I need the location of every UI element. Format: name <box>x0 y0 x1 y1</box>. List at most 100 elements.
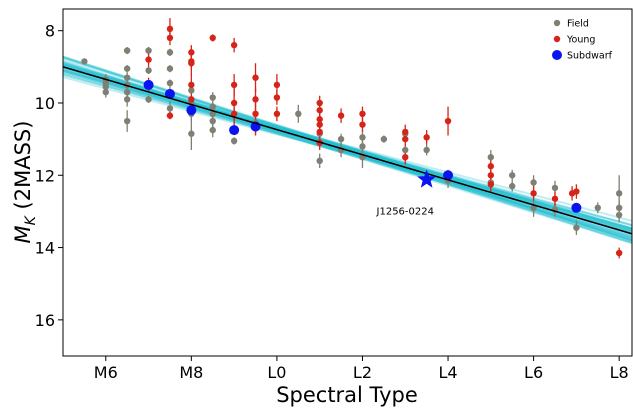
data-point-field <box>145 47 151 53</box>
data-point-field <box>145 67 151 73</box>
data-point-field <box>103 89 109 95</box>
y-axis-title-rest: (2MASS) <box>11 121 35 217</box>
data-point-subdwarf <box>144 80 154 90</box>
data-point-young <box>252 96 258 102</box>
data-point-young <box>188 82 194 88</box>
data-point-young <box>316 129 322 135</box>
y-tick-label: 16 <box>35 311 55 330</box>
y-axis-title: MK (2MASS) <box>11 121 39 244</box>
data-point-field <box>231 138 237 144</box>
data-point-field <box>402 147 408 153</box>
data-point-young <box>488 172 494 178</box>
data-point-young <box>188 96 194 102</box>
fit-line-group <box>63 67 632 234</box>
data-point-field <box>530 179 536 185</box>
data-point-young <box>488 163 494 169</box>
data-point-young <box>188 49 194 55</box>
data-point-young <box>167 26 173 32</box>
data-point-field <box>359 134 365 140</box>
data-point-subdwarf <box>571 203 581 213</box>
data-point-field <box>124 65 130 71</box>
data-point-field <box>616 205 622 211</box>
data-point-young <box>359 111 365 117</box>
x-tick-label: L4 <box>438 363 457 382</box>
y-tick-label: 8 <box>45 22 55 41</box>
data-point-field <box>423 147 429 153</box>
data-point-field <box>124 118 130 124</box>
y-axis-title-main: M <box>11 225 35 243</box>
data-point-young <box>188 60 194 66</box>
x-axis-ticks: M6 M8 L0 L2 L4 L6 L8 <box>94 356 629 382</box>
data-point-young <box>359 121 365 127</box>
data-point-young <box>231 42 237 48</box>
data-point-field <box>145 96 151 102</box>
data-point-field <box>124 89 130 95</box>
data-point-field <box>595 205 601 211</box>
data-point-field <box>295 111 301 117</box>
data-point-young <box>316 121 322 127</box>
legend-label-field: Field <box>567 19 589 30</box>
data-point-field <box>167 65 173 71</box>
data-point-field <box>210 127 216 133</box>
legend-label-young: Young <box>566 35 595 46</box>
data-point-young <box>167 112 173 118</box>
data-point-young <box>445 118 451 124</box>
fit-band-line <box>63 70 632 236</box>
x-tick-label: L0 <box>267 363 286 382</box>
data-point-young <box>316 107 322 113</box>
data-point-young <box>530 190 536 196</box>
data-point-field <box>381 136 387 142</box>
data-point-young <box>616 250 622 256</box>
data-point-young <box>252 74 258 80</box>
data-point-young <box>252 111 258 117</box>
data-points <box>81 26 622 257</box>
data-point-young <box>167 35 173 41</box>
y-tick-label: 12 <box>35 166 55 185</box>
y-tick-label: 10 <box>35 94 55 113</box>
data-point-young <box>274 111 280 117</box>
highlight-label: J1256-0224 <box>376 207 434 218</box>
highlight-group: J1256-0224 <box>376 170 437 218</box>
data-point-young <box>488 181 494 187</box>
x-axis-title: Spectral Type <box>276 383 418 407</box>
data-point-young <box>274 94 280 100</box>
data-point-field <box>210 94 216 100</box>
data-point-young <box>145 56 151 62</box>
data-point-field <box>573 224 579 230</box>
data-point-field <box>359 143 365 149</box>
data-point-young <box>423 134 429 140</box>
legend-marker-field <box>554 20 560 26</box>
data-point-field <box>124 96 130 102</box>
data-point-field <box>124 74 130 80</box>
data-point-field <box>488 154 494 160</box>
x-tick-label: L2 <box>353 363 372 382</box>
data-point-field <box>210 103 216 109</box>
y-axis-ticks: 8 10 12 14 16 <box>35 22 63 330</box>
data-point-field <box>509 183 515 189</box>
data-point-field <box>188 131 194 137</box>
data-point-field <box>616 212 622 218</box>
data-point-field <box>210 118 216 124</box>
x-tick-label: M6 <box>94 363 118 382</box>
data-point-young <box>552 196 558 202</box>
data-point-young <box>573 188 579 194</box>
data-point-young <box>231 100 237 106</box>
fit-line <box>63 67 632 234</box>
legend: Field Young Subdwarf <box>552 19 613 62</box>
data-point-young <box>274 82 280 88</box>
data-point-field <box>338 136 344 142</box>
data-point-field <box>509 172 515 178</box>
data-point-young <box>338 112 344 118</box>
legend-marker-subdwarf <box>552 50 562 60</box>
legend-marker-young <box>554 36 560 42</box>
x-tick-label: L8 <box>610 363 629 382</box>
data-point-young <box>402 154 408 160</box>
x-tick-label: L6 <box>524 363 543 382</box>
data-point-field <box>616 190 622 196</box>
data-point-field <box>167 49 173 55</box>
error-bars <box>84 18 619 258</box>
data-point-field <box>552 185 558 191</box>
data-point-field <box>167 80 173 86</box>
data-point-young <box>316 100 322 106</box>
legend-label-subdwarf: Subdwarf <box>567 51 613 62</box>
